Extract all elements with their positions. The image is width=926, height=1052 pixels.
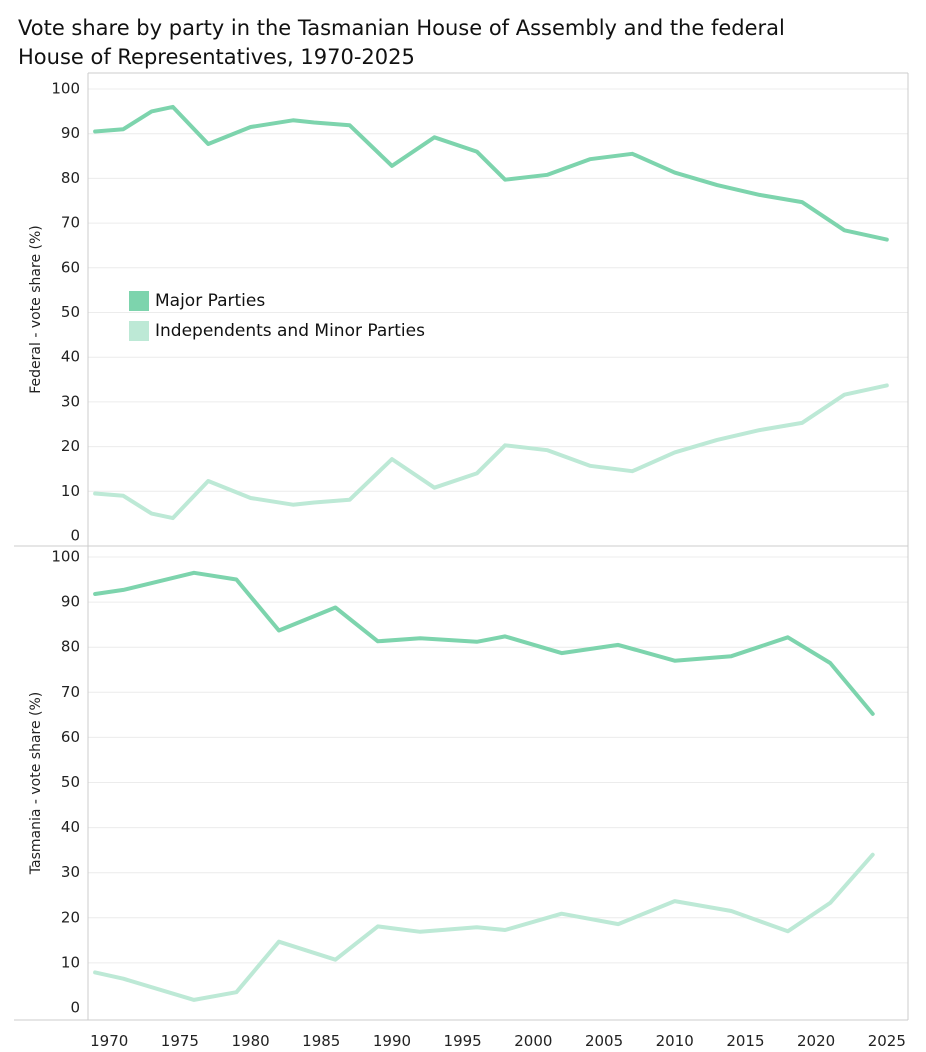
tasmania-y-axis-label: Tasmania - vote share (%)	[28, 692, 44, 876]
tasmania-major-parties-line	[93, 570, 875, 716]
tasmania-ytick-label: 0	[70, 999, 80, 1017]
legend-swatch-minor	[129, 321, 149, 341]
legend-swatch-major	[129, 291, 149, 311]
title-line-1: Vote share by party in the Tasmanian Hou…	[18, 16, 785, 40]
federal-ytick-label: 80	[61, 169, 80, 187]
legend-label-major: Major Parties	[155, 291, 265, 311]
tasmania-ytick-label: 100	[51, 548, 80, 566]
x-tick-label: 2010	[656, 1032, 694, 1050]
federal-minor-parties-line	[93, 383, 889, 521]
tasmania-ytick-label: 90	[61, 593, 80, 611]
x-tick-label: 2025	[868, 1032, 906, 1050]
x-tick-label: 1975	[161, 1032, 199, 1050]
federal-ytick-label: 60	[61, 258, 80, 276]
tasmania-minor-parties-line	[93, 852, 875, 1002]
tasmania-ytick-label: 10	[61, 953, 80, 971]
federal-panel: 0 10 20 30 40 50 60 70 80 90 100 Federal - vote sha…	[14, 72, 909, 547]
federal-ytick-label: 40	[61, 348, 80, 366]
tasmania-ytick-label: 20	[61, 908, 80, 926]
x-tick-label: 2005	[585, 1032, 623, 1050]
tasmania-ytick-label: 30	[61, 863, 80, 881]
legend-label-minor: Independents and Minor Parties	[155, 321, 425, 341]
x-tick-label: 1970	[90, 1032, 128, 1050]
x-tick-label: 2020	[797, 1032, 835, 1050]
chart-title: Vote share by party in the Tasmanian Hou…	[18, 14, 898, 72]
x-tick-label: 1980	[231, 1032, 269, 1050]
tasmania-ytick-label: 40	[61, 818, 80, 836]
title-line-2: House of Representatives, 1970-2025	[18, 45, 415, 69]
x-tick-label: 2000	[514, 1032, 552, 1050]
federal-ytick-label: 100	[51, 80, 80, 98]
tasmania-ytick-label: 60	[61, 728, 80, 746]
x-tick-label: 1985	[302, 1032, 340, 1050]
x-tick-label: 1995	[444, 1032, 482, 1050]
tasmania-ytick-label: 80	[61, 638, 80, 656]
federal-ytick-label: 10	[61, 482, 80, 500]
x-tick-label: 2015	[726, 1032, 764, 1050]
legend: Major Parties Independents and Minor Part…	[129, 291, 425, 341]
federal-ytick-label: 70	[61, 214, 80, 232]
federal-ytick-label: 30	[61, 392, 80, 410]
federal-y-axis-label: Federal - vote share (%)	[28, 225, 44, 393]
tasmania-ytick-label: 50	[61, 773, 80, 791]
federal-ytick-label: 20	[61, 437, 80, 455]
federal-major-parties-line	[93, 104, 889, 242]
x-tick-label: 1990	[373, 1032, 411, 1050]
tasmania-ytick-label: 70	[61, 683, 80, 701]
federal-ytick-label: 90	[61, 124, 80, 142]
federal-ytick-label: 0	[70, 527, 80, 545]
tasmania-panel: 0 10 20 30 40 50 60 70 80 90 100 Tasmania - vote sh…	[14, 545, 909, 1050]
federal-ytick-label: 50	[61, 303, 80, 321]
